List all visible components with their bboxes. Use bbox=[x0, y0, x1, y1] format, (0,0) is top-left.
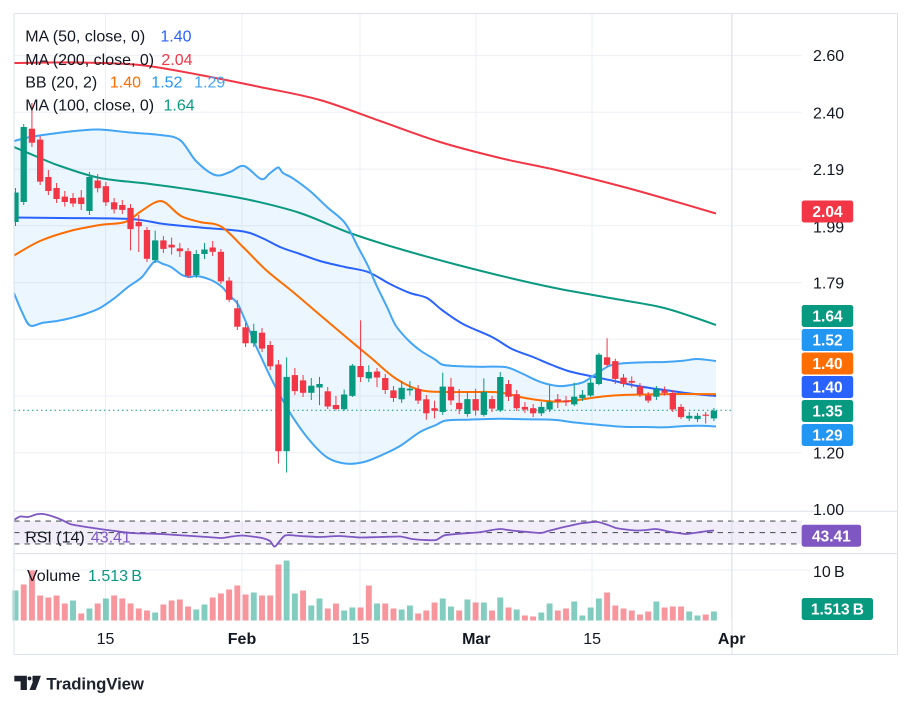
svg-text:2.19: 2.19 bbox=[813, 162, 844, 179]
svg-text:15: 15 bbox=[97, 631, 115, 648]
svg-text:1.29: 1.29 bbox=[812, 428, 843, 445]
svg-text:1.00: 1.00 bbox=[813, 502, 844, 519]
svg-text:1.40: 1.40 bbox=[160, 28, 191, 45]
svg-text:1.64: 1.64 bbox=[812, 309, 843, 326]
svg-text:1.64: 1.64 bbox=[164, 98, 195, 115]
svg-text:1.20: 1.20 bbox=[813, 446, 844, 463]
svg-text:1.40: 1.40 bbox=[812, 356, 842, 373]
svg-text:1.513 B: 1.513 B bbox=[88, 568, 142, 585]
svg-text:1.99: 1.99 bbox=[813, 220, 844, 237]
svg-text:Apr: Apr bbox=[718, 631, 746, 648]
svg-text:2.40: 2.40 bbox=[813, 106, 844, 123]
svg-text:43.41: 43.41 bbox=[812, 528, 851, 545]
svg-text:1.513 B: 1.513 B bbox=[811, 602, 864, 619]
svg-text:Volume: Volume bbox=[27, 568, 80, 585]
svg-text:1.40: 1.40 bbox=[110, 75, 141, 92]
svg-text:1.29: 1.29 bbox=[194, 75, 225, 92]
svg-text:1.52: 1.52 bbox=[812, 333, 842, 350]
svg-text:15: 15 bbox=[352, 631, 370, 648]
svg-text:1.35: 1.35 bbox=[812, 404, 843, 421]
svg-text:TradingView: TradingView bbox=[46, 674, 144, 693]
svg-text:MA (50, close, 0): MA (50, close, 0) bbox=[25, 28, 145, 45]
svg-text:2.04: 2.04 bbox=[812, 204, 843, 221]
svg-text:MA (100, close, 0): MA (100, close, 0) bbox=[25, 98, 154, 115]
svg-text:2.60: 2.60 bbox=[813, 48, 844, 65]
svg-text:43.41: 43.41 bbox=[91, 529, 131, 546]
svg-text:Mar: Mar bbox=[462, 631, 490, 648]
svg-text:Feb: Feb bbox=[228, 631, 257, 648]
svg-text:BB (20, 2): BB (20, 2) bbox=[25, 75, 97, 92]
svg-text:10 B: 10 B bbox=[813, 564, 845, 581]
svg-text:RSI (14): RSI (14) bbox=[25, 529, 85, 546]
svg-text:2.04: 2.04 bbox=[161, 52, 192, 69]
svg-text:1.40: 1.40 bbox=[812, 380, 842, 397]
svg-text:1.52: 1.52 bbox=[151, 75, 182, 92]
svg-text:1.79: 1.79 bbox=[813, 276, 844, 293]
svg-text:MA (200, close, 0): MA (200, close, 0) bbox=[25, 52, 154, 69]
svg-text:15: 15 bbox=[583, 631, 601, 648]
